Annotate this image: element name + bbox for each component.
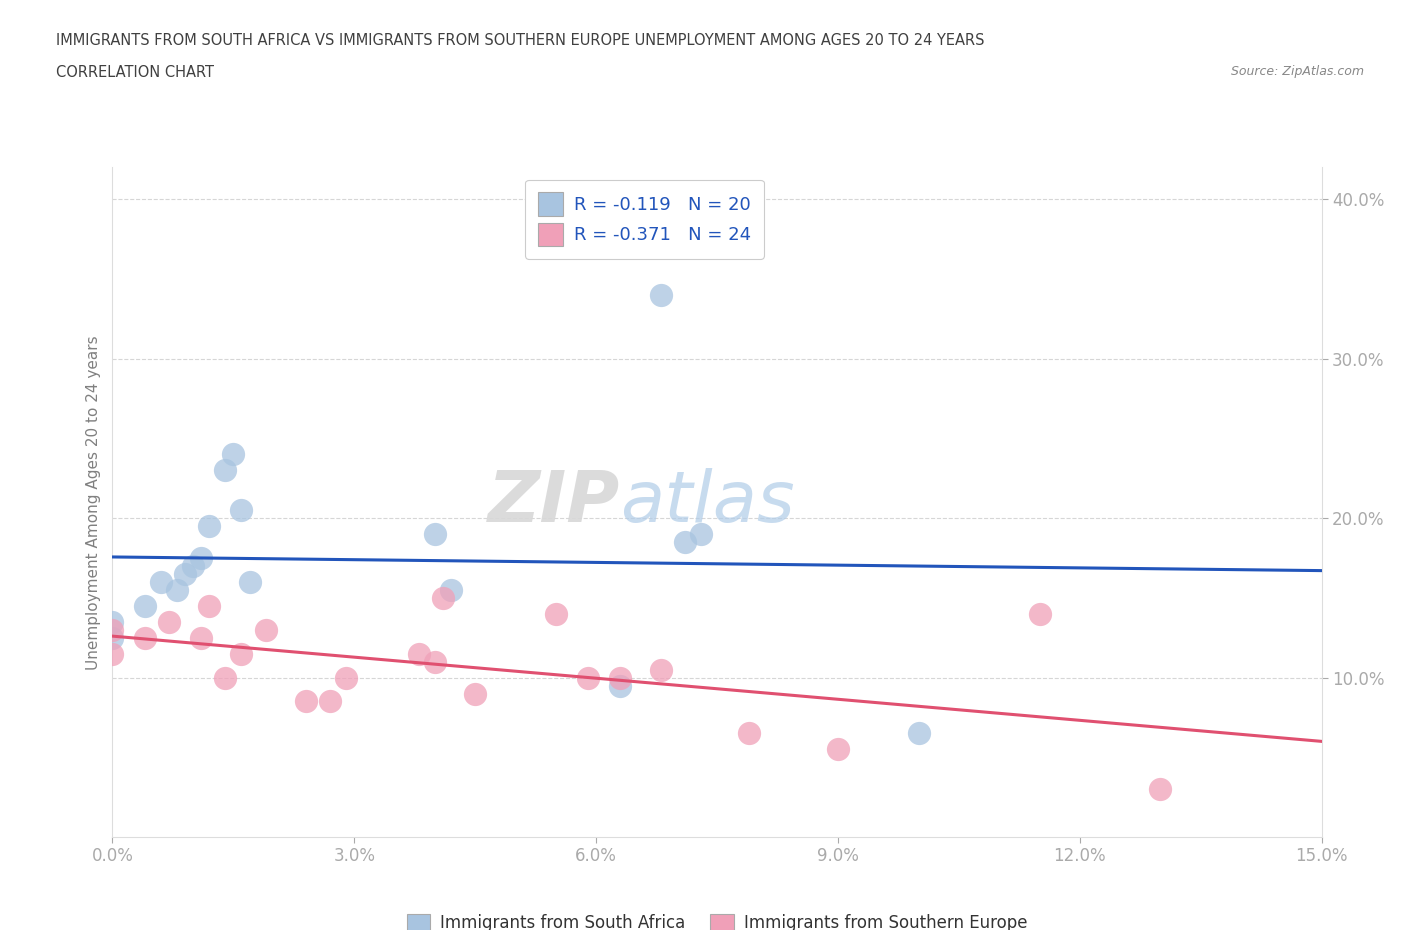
Point xyxy=(423,654,446,669)
Point xyxy=(295,694,318,709)
Point xyxy=(423,526,446,541)
Point xyxy=(231,646,253,661)
Point xyxy=(238,575,260,590)
Point xyxy=(576,671,599,685)
Point xyxy=(101,646,124,661)
Text: atlas: atlas xyxy=(620,468,794,537)
Point xyxy=(190,551,212,565)
Point xyxy=(650,662,672,677)
Point xyxy=(544,606,567,621)
Point xyxy=(214,671,236,685)
Legend: Immigrants from South Africa, Immigrants from Southern Europe: Immigrants from South Africa, Immigrants… xyxy=(398,906,1036,930)
Point xyxy=(134,631,156,645)
Text: CORRELATION CHART: CORRELATION CHART xyxy=(56,65,214,80)
Point xyxy=(174,566,197,581)
Point xyxy=(190,631,212,645)
Point xyxy=(101,622,124,637)
Point xyxy=(166,582,188,597)
Point xyxy=(432,591,454,605)
Y-axis label: Unemployment Among Ages 20 to 24 years: Unemployment Among Ages 20 to 24 years xyxy=(86,335,101,670)
Point xyxy=(149,575,172,590)
Point xyxy=(231,503,253,518)
Point xyxy=(198,519,221,534)
Point xyxy=(690,526,713,541)
Text: ZIP: ZIP xyxy=(488,468,620,537)
Text: IMMIGRANTS FROM SOUTH AFRICA VS IMMIGRANTS FROM SOUTHERN EUROPE UNEMPLOYMENT AMO: IMMIGRANTS FROM SOUTH AFRICA VS IMMIGRAN… xyxy=(56,33,984,47)
Point xyxy=(222,447,245,462)
Point xyxy=(673,535,696,550)
Point xyxy=(827,742,849,757)
Point xyxy=(214,463,236,478)
Point xyxy=(609,678,631,693)
Point xyxy=(101,631,124,645)
Point xyxy=(440,582,463,597)
Point xyxy=(181,559,204,574)
Point xyxy=(319,694,342,709)
Point xyxy=(1028,606,1050,621)
Point xyxy=(198,598,221,613)
Point xyxy=(650,287,672,302)
Point xyxy=(738,726,761,741)
Text: Source: ZipAtlas.com: Source: ZipAtlas.com xyxy=(1230,65,1364,78)
Point xyxy=(1149,782,1171,797)
Point xyxy=(609,671,631,685)
Point xyxy=(464,686,486,701)
Point xyxy=(254,622,277,637)
Point xyxy=(101,615,124,630)
Point xyxy=(134,598,156,613)
Point xyxy=(335,671,357,685)
Point xyxy=(157,615,180,630)
Point xyxy=(907,726,929,741)
Point xyxy=(408,646,430,661)
